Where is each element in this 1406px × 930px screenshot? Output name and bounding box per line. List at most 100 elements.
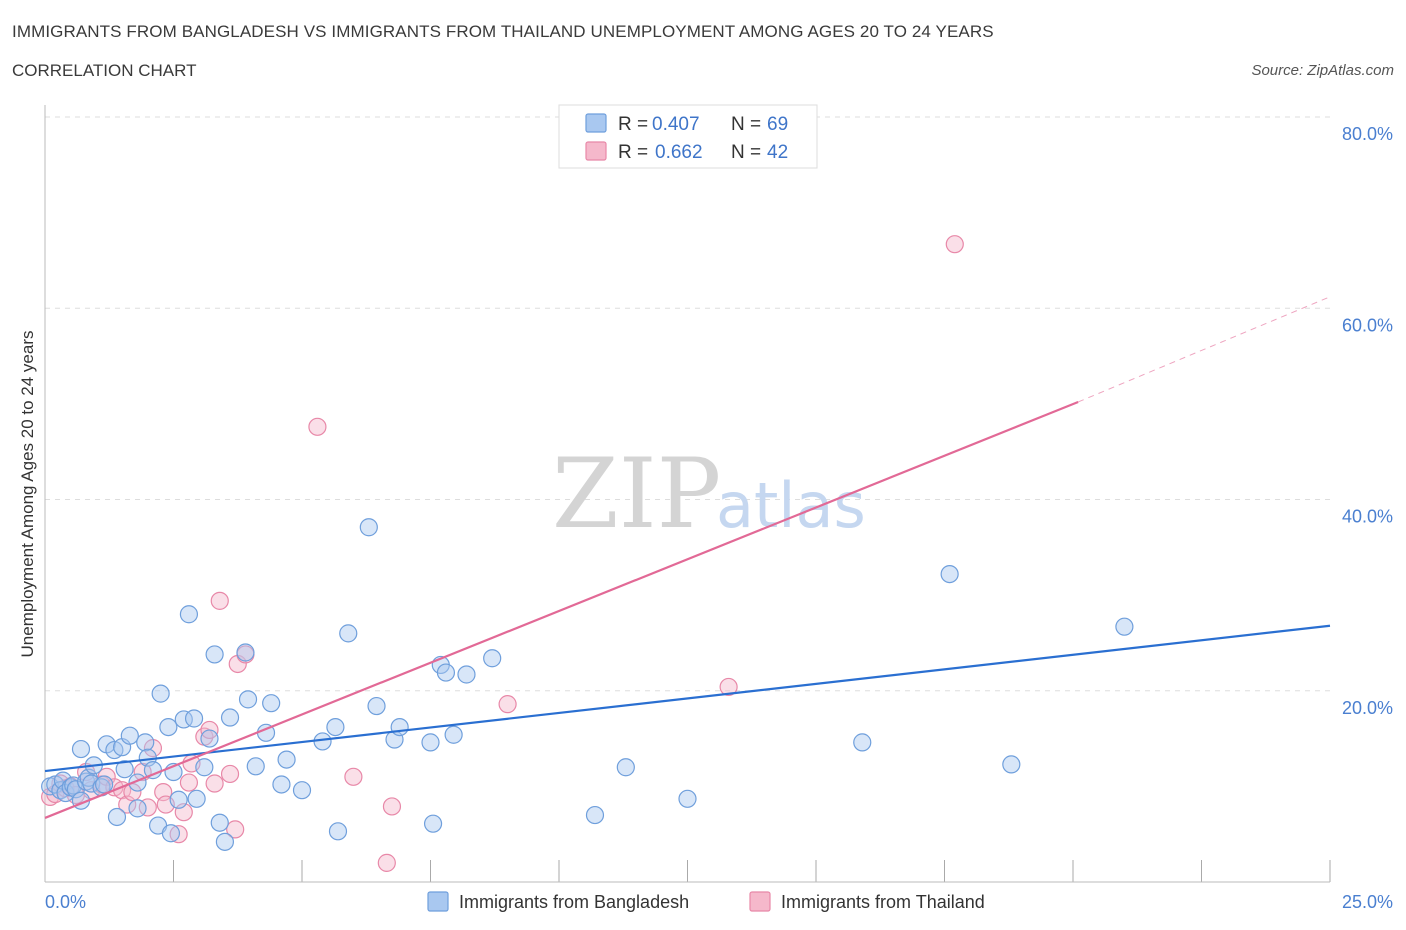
bangladesh-point — [179, 605, 199, 624]
bangladesh-point — [187, 789, 206, 808]
thailand-point — [179, 773, 199, 792]
watermark: ZIP atlas — [552, 438, 866, 550]
bangladesh-point — [56, 783, 75, 803]
legend-n-label: N = — [731, 114, 761, 135]
bangladesh-point — [367, 696, 386, 716]
x-tick-labels: 0.0% 25.0% — [45, 892, 1393, 912]
legend-swatch-thailand — [585, 141, 607, 161]
bangladesh-point — [1002, 755, 1021, 774]
bottom-legend-swatch-thailand — [749, 891, 771, 912]
bangladesh-point — [853, 733, 872, 752]
thailand-point — [220, 764, 240, 784]
legend-r-label: R = — [618, 142, 648, 163]
x-tick-label: 0.0% — [45, 892, 86, 912]
legend-n-value-bangladesh: 69 — [767, 114, 788, 135]
series-bangladesh-points — [41, 518, 1134, 851]
trend-lines — [44, 296, 1331, 819]
bangladesh-point — [457, 665, 476, 684]
bottom-legend-label-bangladesh: Immigrants from Bangladesh — [459, 892, 689, 912]
chart-subtitle: CORRELATION CHART — [12, 61, 197, 80]
bangladesh-point — [390, 717, 409, 737]
bangladesh-point — [246, 757, 265, 776]
y-tick-label: 60.0% — [1342, 315, 1393, 335]
legend-box: R = 0.407 N = 69 R = 0.662 N = 42 — [558, 104, 818, 169]
bottom-legend-label-thailand: Immigrants from Thailand — [781, 892, 985, 912]
thailand-point — [205, 774, 224, 793]
thailand-point — [226, 820, 245, 839]
bangladesh-point — [205, 645, 224, 664]
bangladesh-point — [210, 813, 229, 832]
bangladesh-point — [436, 663, 456, 682]
thailand-point — [169, 825, 188, 844]
bangladesh-point — [616, 758, 635, 777]
bangladesh-point — [184, 709, 204, 728]
legend-n-label: N = — [731, 142, 761, 163]
bangladesh-point — [136, 733, 155, 752]
thailand-point — [382, 797, 402, 816]
thailand-point — [719, 677, 738, 697]
watermark-atlas: atlas — [716, 469, 866, 542]
thailand-point — [945, 235, 964, 254]
y-tick-label: 80.0% — [1342, 124, 1393, 144]
thailand-point — [210, 591, 229, 610]
bottom-legend: Immigrants from Bangladesh Immigrants fr… — [427, 891, 985, 912]
bangladesh-point — [292, 781, 312, 800]
axes — [44, 105, 1330, 883]
y-tick-labels: 20.0% 40.0% 60.0% 80.0% — [1342, 124, 1393, 718]
y-tick-label: 40.0% — [1342, 507, 1393, 527]
bangladesh-point — [115, 760, 134, 779]
bangladesh-point — [328, 822, 348, 841]
bangladesh-point — [159, 717, 178, 737]
thailand-point — [498, 695, 517, 714]
thailand-point — [308, 417, 327, 436]
watermark-zip: ZIP — [552, 438, 721, 550]
legend-r-value-thailand: 0.662 — [655, 142, 703, 163]
bangladesh-point — [359, 518, 378, 537]
bangladesh-point — [71, 739, 91, 759]
bangladesh-point — [272, 775, 291, 794]
bangladesh-point — [107, 807, 127, 827]
bangladesh-point — [444, 725, 463, 744]
bangladesh-point — [1115, 617, 1134, 636]
bangladesh-point — [678, 789, 697, 808]
thailand-trend-line — [44, 400, 1079, 819]
thailand-trend-line-extension — [1077, 296, 1331, 403]
bangladesh-point — [195, 758, 214, 777]
legend-r-label: R = — [618, 114, 648, 135]
bangladesh-point — [940, 564, 959, 584]
y-tick-label: 20.0% — [1342, 698, 1393, 718]
bangladesh-point — [128, 799, 147, 818]
bangladesh-point — [200, 729, 219, 748]
bangladesh-point — [585, 805, 605, 825]
bangladesh-point — [326, 717, 345, 737]
bangladesh-point — [95, 775, 114, 794]
bangladesh-point — [220, 708, 240, 727]
chart-title: IMMIGRANTS FROM BANGLADESH VS IMMIGRANTS… — [12, 22, 994, 41]
bangladesh-point — [151, 684, 170, 703]
bangladesh-point — [215, 832, 234, 851]
bangladesh-point — [82, 774, 101, 793]
bangladesh-trend-line — [44, 624, 1331, 773]
bangladesh-point — [238, 690, 258, 709]
legend-swatch-bangladesh — [585, 113, 607, 133]
source-label: Source: ZipAtlas.com — [1251, 62, 1394, 79]
thailand-point — [377, 853, 396, 872]
bangladesh-point — [423, 814, 443, 833]
bangladesh-point — [236, 643, 255, 662]
bangladesh-point — [161, 824, 181, 843]
bangladesh-point — [339, 624, 358, 643]
legend-n-value-thailand: 42 — [767, 142, 788, 163]
y-axis-label: Unemployment Among Ages 20 to 24 years — [18, 331, 37, 658]
bangladesh-point — [120, 726, 139, 745]
legend-r-value-bangladesh: 0.407 — [652, 114, 700, 135]
bangladesh-point — [483, 649, 502, 668]
bangladesh-point — [262, 694, 281, 713]
x-tick-label: 25.0% — [1342, 892, 1393, 912]
thailand-point — [344, 767, 363, 786]
bangladesh-point — [421, 733, 440, 752]
series-thailand-points — [41, 235, 964, 872]
bottom-legend-swatch-bangladesh — [427, 891, 449, 912]
bangladesh-point — [277, 750, 296, 769]
bangladesh-point — [169, 790, 188, 809]
